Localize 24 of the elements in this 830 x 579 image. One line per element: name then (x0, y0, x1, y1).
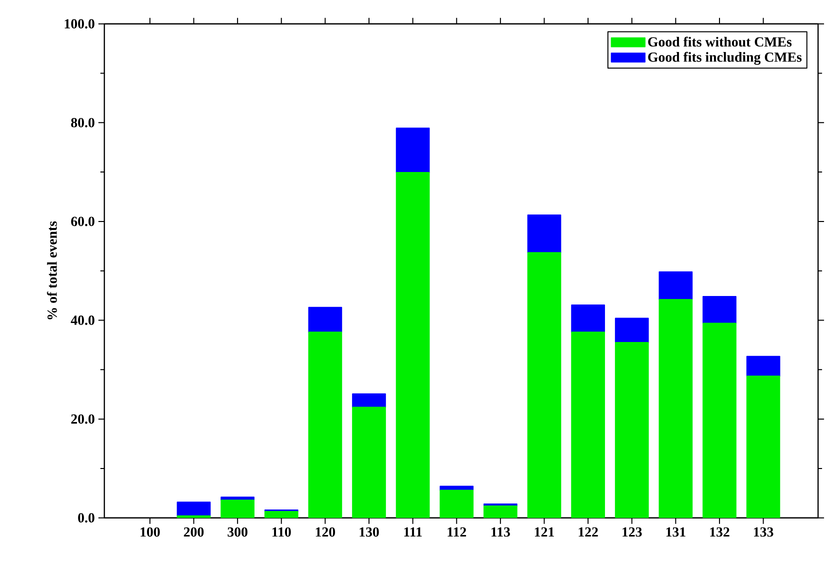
legend-label: Good fits without CMEs (648, 36, 792, 47)
x-tick-label: 112 (448, 528, 466, 537)
x-tick-label: 300 (228, 528, 248, 537)
y-axis-title: % of total events (46, 222, 57, 320)
x-tick-label: 200 (184, 528, 204, 537)
y-tick-label: 100.0 (64, 19, 94, 29)
x-tick-label: 100 (140, 528, 160, 537)
x-tick-label: 132 (710, 528, 730, 537)
y-tick-label: 80.0 (71, 118, 94, 128)
x-tick-label: 123 (622, 528, 642, 537)
x-tick-label: 122 (578, 528, 598, 537)
x-tick-label: 121 (534, 528, 554, 537)
y-tick-label: 40.0 (70, 316, 94, 326)
y-tick-label: 60.0 (71, 216, 94, 226)
legend-label: Good fits including CMEs (648, 52, 802, 65)
x-tick-label: 111 (404, 528, 422, 537)
x-tick-label: 113 (492, 528, 510, 537)
x-tick-label: 120 (316, 528, 336, 537)
y-tick-label: 20.0 (71, 414, 94, 424)
x-tick-label: 131 (666, 528, 686, 537)
x-tick-label: 130 (360, 528, 379, 537)
y-tick-label: 0.0 (78, 513, 94, 523)
x-tick-label: 133 (754, 528, 774, 537)
x-tick-label: 110 (272, 528, 291, 537)
